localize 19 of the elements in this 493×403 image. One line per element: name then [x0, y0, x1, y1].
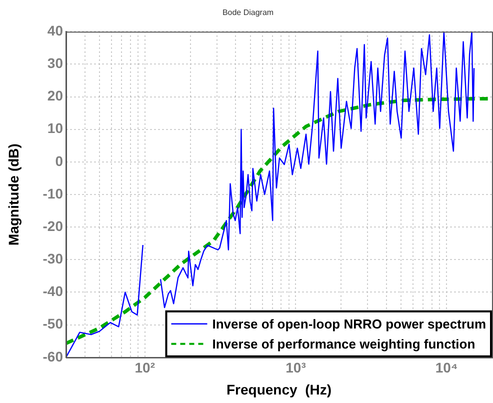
chart-title: Bode Diagram: [222, 8, 274, 18]
y-tick-label: -40: [42, 283, 64, 300]
y-axis-title: Magnitude (dB): [5, 144, 22, 246]
y-tick-label: -30: [42, 250, 64, 267]
x-tick-label: 10²: [134, 360, 156, 376]
y-tick-label: 0: [55, 152, 64, 169]
y-tick-label: 20: [47, 88, 64, 104]
x-tick-label: 10³: [286, 360, 306, 376]
y-tick-label: 30: [47, 55, 64, 72]
legend-label: Inverse of open-loop NRRO power spectrum: [212, 316, 486, 332]
y-tick-label: -60: [42, 348, 64, 364]
y-tick-label: 10: [47, 120, 64, 136]
y-tick-label: -50: [42, 316, 64, 332]
legend-label: Inverse of performance weighting function: [212, 336, 476, 352]
x-axis-title: Frequency (Hz): [226, 381, 332, 398]
y-tick-label: 40: [47, 22, 64, 38]
y-tick-label: -10: [42, 185, 64, 202]
y-tick-label: -20: [42, 218, 64, 234]
x-tick-label: 10⁴: [435, 360, 458, 376]
